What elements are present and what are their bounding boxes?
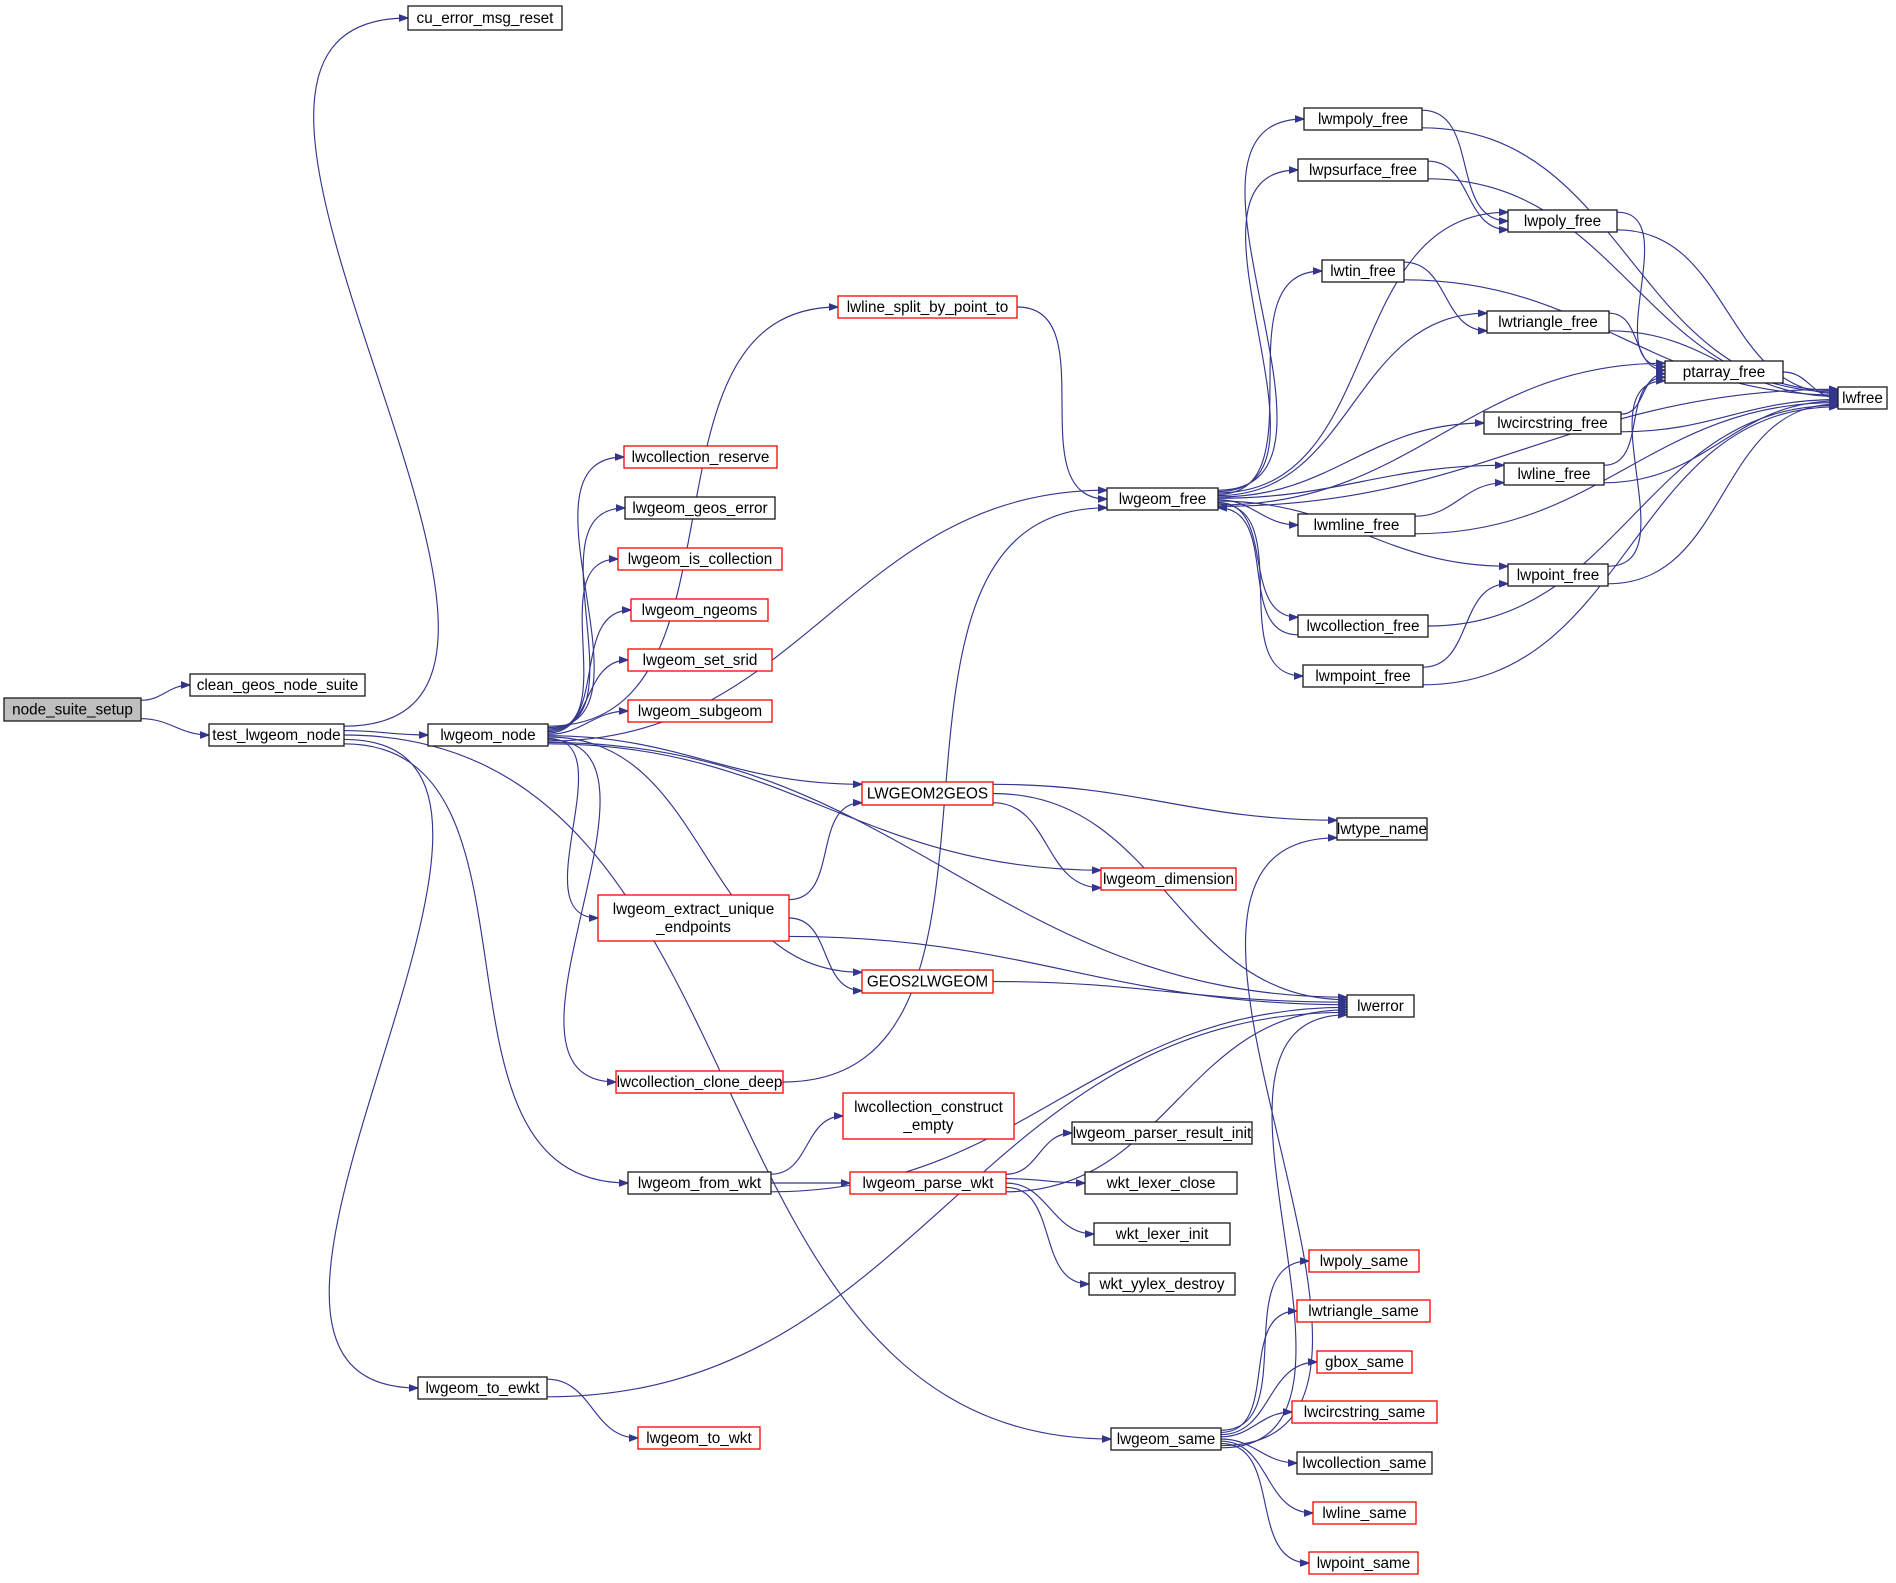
svg-text:_endpoints: _endpoints <box>655 919 731 936</box>
svg-text:lwtin_free: lwtin_free <box>1330 263 1395 280</box>
svg-text:wkt_lexer_close: wkt_lexer_close <box>1106 1175 1216 1192</box>
svg-text:clean_geos_node_suite: clean_geos_node_suite <box>197 677 359 694</box>
svg-text:lwgeom_from_wkt: lwgeom_from_wkt <box>638 1175 762 1192</box>
svg-text:lwgeom_is_collection: lwgeom_is_collection <box>628 551 773 568</box>
svg-text:lwpoly_same: lwpoly_same <box>1320 1253 1408 1270</box>
svg-text:lwline_free: lwline_free <box>1517 466 1590 483</box>
svg-text:wkt_yylex_destroy: wkt_yylex_destroy <box>1099 1276 1225 1293</box>
svg-text:lwpoint_same: lwpoint_same <box>1317 1555 1411 1572</box>
svg-text:lwmline_free: lwmline_free <box>1314 517 1400 534</box>
svg-text:lwtriangle_free: lwtriangle_free <box>1498 314 1597 331</box>
svg-text:lwcircstring_free: lwcircstring_free <box>1497 415 1608 432</box>
svg-text:lwpsurface_free: lwpsurface_free <box>1309 162 1417 179</box>
svg-text:lwline_split_by_point_to: lwline_split_by_point_to <box>847 299 1009 316</box>
svg-text:lwcollection_reserve: lwcollection_reserve <box>632 449 770 466</box>
svg-text:lwcollection_clone_deep: lwcollection_clone_deep <box>617 1074 783 1091</box>
svg-text:lwcollection_free: lwcollection_free <box>1306 618 1419 635</box>
svg-text:lwmpoint_free: lwmpoint_free <box>1315 668 1410 685</box>
svg-text:lwtriangle_same: lwtriangle_same <box>1308 1303 1419 1320</box>
svg-text:lwline_same: lwline_same <box>1322 1505 1406 1522</box>
svg-text:lwgeom_same: lwgeom_same <box>1117 1431 1216 1448</box>
svg-text:lwgeom_parse_wkt: lwgeom_parse_wkt <box>863 1175 995 1192</box>
svg-text:lwgeom_set_srid: lwgeom_set_srid <box>643 652 758 669</box>
svg-text:node_suite_setup: node_suite_setup <box>12 702 133 719</box>
svg-text:cu_error_msg_reset: cu_error_msg_reset <box>417 10 555 27</box>
svg-text:wkt_lexer_init: wkt_lexer_init <box>1115 1226 1209 1243</box>
svg-text:lwcollection_same: lwcollection_same <box>1302 1455 1426 1472</box>
svg-text:lwgeom_to_wkt: lwgeom_to_wkt <box>646 1430 752 1447</box>
svg-text:GEOS2LWGEOM: GEOS2LWGEOM <box>867 974 988 991</box>
svg-text:lwgeom_free: lwgeom_free <box>1119 491 1207 508</box>
svg-text:lwgeom_dimension: lwgeom_dimension <box>1103 871 1234 888</box>
svg-text:lwgeom_node: lwgeom_node <box>440 727 535 744</box>
svg-text:lwgeom_ngeoms: lwgeom_ngeoms <box>642 602 758 619</box>
svg-text:lwgeom_extract_unique: lwgeom_extract_unique <box>613 901 775 918</box>
svg-text:lwcircstring_same: lwcircstring_same <box>1304 1404 1426 1421</box>
svg-text:lwgeom_parser_result_init: lwgeom_parser_result_init <box>1073 1125 1252 1142</box>
svg-text:LWGEOM2GEOS: LWGEOM2GEOS <box>867 786 988 803</box>
svg-text:lwgeom_geos_error: lwgeom_geos_error <box>632 500 767 517</box>
svg-text:gbox_same: gbox_same <box>1325 1354 1404 1371</box>
svg-text:lwgeom_subgeom: lwgeom_subgeom <box>638 703 762 720</box>
svg-text:lwcollection_construct: lwcollection_construct <box>854 1099 1004 1116</box>
svg-text:lwgeom_to_ewkt: lwgeom_to_ewkt <box>426 1380 541 1397</box>
svg-text:_empty: _empty <box>902 1117 954 1134</box>
svg-text:test_lwgeom_node: test_lwgeom_node <box>212 727 340 744</box>
svg-text:ptarray_free: ptarray_free <box>1683 364 1765 381</box>
svg-text:lwmpoly_free: lwmpoly_free <box>1318 111 1408 128</box>
svg-text:lwpoly_free: lwpoly_free <box>1524 213 1601 230</box>
svg-text:lwfree: lwfree <box>1842 390 1883 407</box>
svg-text:lwtype_name: lwtype_name <box>1337 821 1427 838</box>
svg-text:lwpoint_free: lwpoint_free <box>1517 567 1599 584</box>
svg-text:lwerror: lwerror <box>1357 998 1404 1015</box>
